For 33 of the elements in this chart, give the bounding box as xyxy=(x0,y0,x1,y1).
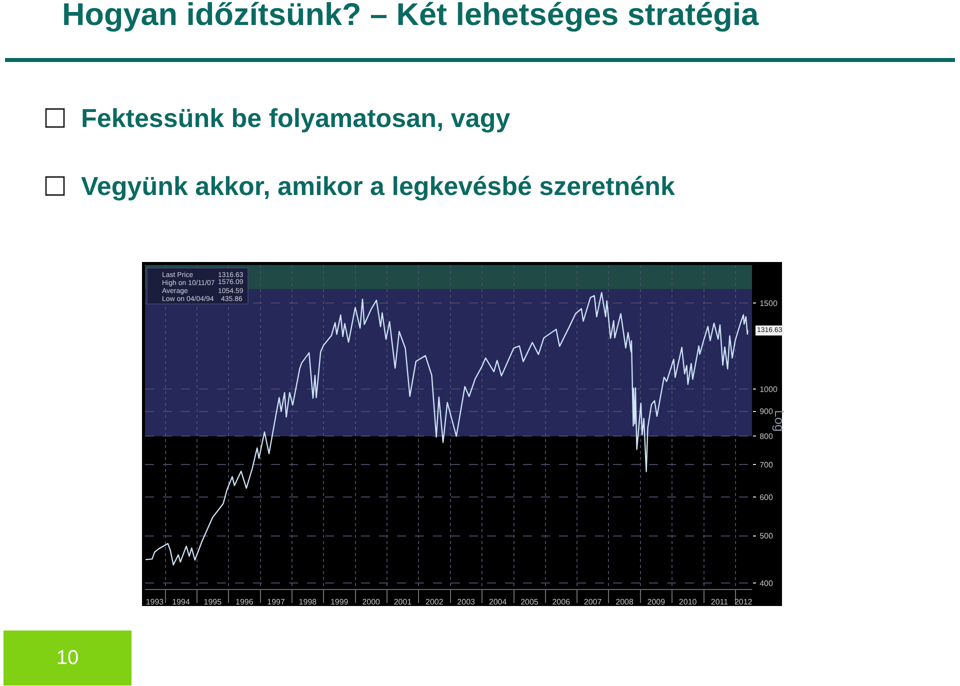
x-tick-label: 2000 xyxy=(362,598,381,607)
y-tick-label: 700 xyxy=(760,460,774,470)
y-tick-label: 1500 xyxy=(760,298,778,308)
chart-title: Hogyan időzítsünk? – Két lehetséges stratégia xyxy=(62,0,760,32)
x-tick-label: 2002 xyxy=(426,598,444,607)
y-tick-label: 500 xyxy=(760,532,774,541)
x-tick-label: 2012 xyxy=(734,598,753,607)
x-tick-label: 2010 xyxy=(678,598,698,607)
text: Fektessünk be folyamatosan, vagy xyxy=(81,103,511,133)
x-tick-label: 1998 xyxy=(298,598,318,607)
x-tick-label: 2004 xyxy=(488,598,508,607)
x-tick-label: 2008 xyxy=(616,598,634,607)
y-tick-label: 400 xyxy=(760,578,774,588)
x-tick-label: 1999 xyxy=(330,598,349,607)
x-tick-label: 2011 xyxy=(710,598,729,607)
x-tick-label: 2009 xyxy=(647,598,666,607)
x-tick-label: 2005 xyxy=(520,598,539,607)
x-tick-label: 1997 xyxy=(267,598,286,607)
x-tick-label: 2007 xyxy=(584,598,602,607)
x-tick-label: 2003 xyxy=(457,598,476,607)
text: Vegyünk akkor, amikor a legkevésbé szeretnénk xyxy=(81,171,676,201)
x-tick-label: 1996 xyxy=(235,598,254,607)
x-tick-label: 1995 xyxy=(204,598,222,607)
x-tick-label: 1993 xyxy=(146,598,164,607)
x-tick-label: 2006 xyxy=(552,598,571,607)
x-tick-label: 2001 xyxy=(394,598,412,607)
y-tick-label: 1000 xyxy=(760,384,778,394)
text: 10 xyxy=(56,647,79,669)
y-tick-label: 900 xyxy=(760,407,774,416)
y-tick-label: 800 xyxy=(760,432,774,442)
y-axis-title: Log xyxy=(772,410,787,432)
y-tick-label: 600 xyxy=(760,492,774,502)
x-tick-label: 1994 xyxy=(172,598,190,607)
